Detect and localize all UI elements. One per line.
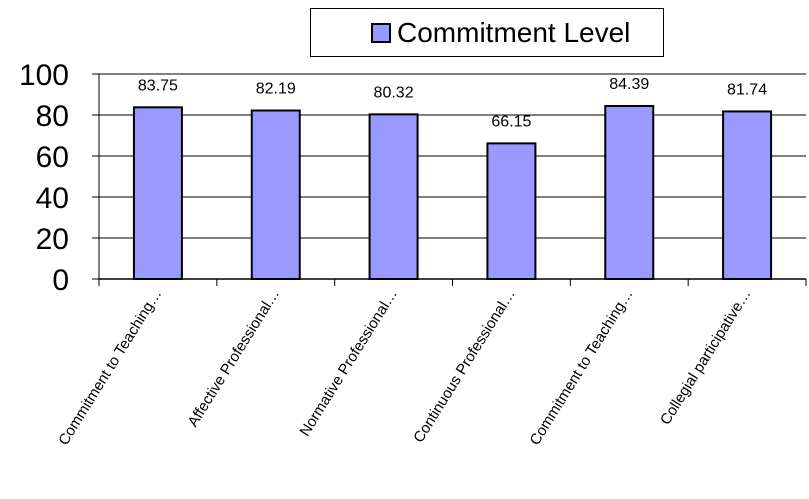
- data-label-6: 81.74: [727, 81, 767, 98]
- x-tick-label-3: Normative Professional…: [296, 286, 401, 439]
- x-axis: Commitment to Teaching… Affective Profess…: [55, 278, 807, 448]
- bar-6: [722, 110, 773, 280]
- y-tick-label: 0: [52, 264, 69, 297]
- x-tick-label-5: Commitment to Teaching…: [527, 286, 637, 448]
- bar-2: [250, 109, 301, 280]
- bar-5: [604, 105, 655, 280]
- legend-swatch: [371, 22, 391, 43]
- y-tick-label: 60: [36, 141, 69, 174]
- y-tick-label: 100: [19, 59, 69, 92]
- x-tick-label-4: Continuous Professional…: [410, 286, 519, 446]
- data-label-5: 84.39: [609, 76, 649, 93]
- data-label-4: 66.15: [491, 113, 531, 130]
- gridlines: [99, 73, 806, 239]
- data-label-1: 83.75: [138, 77, 178, 94]
- bar-1: [132, 106, 183, 280]
- data-label-3: 80.32: [374, 84, 414, 101]
- data-labels: 83.75 82.19 80.32 66.15 84.39 81.74: [138, 76, 767, 130]
- bar-4: [486, 142, 537, 280]
- y-tick-label: 80: [36, 100, 69, 133]
- data-label-2: 82.19: [256, 81, 296, 98]
- x-tick-label-1: Commitment to Teaching…: [55, 286, 165, 448]
- x-tick-label-6: Collegial participative…: [657, 286, 754, 428]
- y-axis: 0 20 40 60 80 100: [19, 59, 100, 297]
- y-tick-label: 20: [36, 223, 69, 256]
- legend-label: Commitment Level: [397, 16, 631, 48]
- bars: [132, 105, 773, 281]
- y-tick-label: 40: [36, 182, 69, 215]
- bar-3: [368, 113, 419, 281]
- legend: Commitment Level: [310, 8, 664, 57]
- x-tick-label-2: Affective Professional…: [184, 286, 283, 430]
